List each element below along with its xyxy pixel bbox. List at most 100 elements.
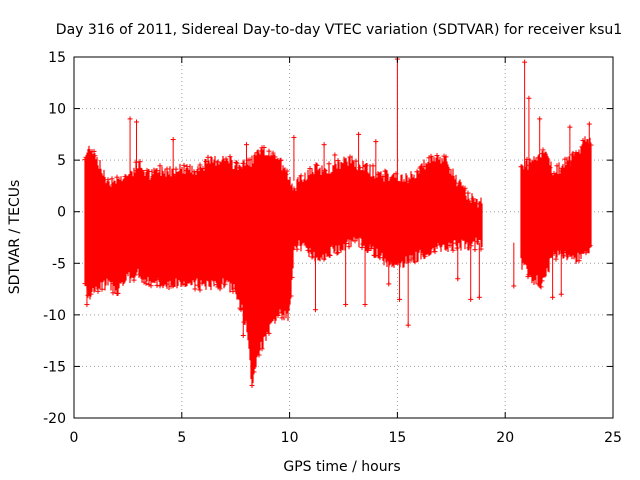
data-point (217, 286, 223, 292)
x-tick-label: 20 (496, 430, 514, 446)
data-point (240, 160, 246, 166)
data-point (261, 144, 267, 150)
outlier-point (468, 296, 474, 302)
data-point (335, 249, 341, 255)
data-point (233, 159, 239, 165)
data-point (222, 281, 228, 287)
data-point (143, 280, 149, 286)
outlier-point (84, 302, 90, 308)
data-point (197, 287, 203, 293)
data-point (115, 290, 121, 296)
outlier-point (511, 283, 517, 289)
data-point (91, 148, 97, 154)
data-point (146, 168, 152, 174)
data-point (346, 244, 352, 250)
data-point (234, 160, 240, 166)
data-point (259, 346, 265, 352)
data-point (157, 163, 163, 169)
x-axis-label: GPS time / hours (283, 459, 400, 475)
data-point (335, 158, 341, 164)
data-point (434, 153, 440, 159)
data-point (227, 154, 233, 160)
data-point (428, 153, 434, 159)
data-point (266, 148, 272, 154)
outlier-point (127, 116, 133, 122)
data-point (237, 165, 243, 171)
data-point (322, 168, 328, 174)
data-point (270, 150, 276, 156)
data-point (305, 247, 311, 253)
outlier-point (567, 124, 573, 130)
data-point (418, 164, 424, 170)
data-point (414, 169, 420, 175)
data-point (443, 154, 449, 160)
outlier-point (312, 307, 318, 313)
data-point (131, 277, 137, 283)
data-point (154, 168, 160, 174)
data-point (173, 166, 179, 172)
outlier-point (321, 142, 327, 148)
data-marks (82, 56, 594, 388)
outlier-point (291, 134, 297, 140)
data-point (184, 164, 190, 170)
data-point (181, 162, 187, 168)
data-point (372, 253, 378, 259)
data-point (314, 162, 320, 168)
data-point (164, 166, 170, 172)
data-point (192, 286, 198, 292)
outlier-point (240, 332, 246, 338)
y-tick-label: 5 (57, 153, 66, 169)
data-point (462, 185, 468, 191)
data-point (363, 163, 369, 169)
data-point (95, 288, 101, 294)
outlier-point (405, 322, 411, 328)
data-point (92, 153, 98, 159)
y-tick-label: -10 (43, 308, 66, 324)
data-point (299, 240, 305, 246)
outlier-point (362, 302, 368, 308)
data-point (539, 278, 545, 284)
data-point (553, 256, 559, 262)
data-point (241, 319, 247, 325)
data-point (353, 158, 359, 164)
x-tick-label: 25 (604, 430, 622, 446)
data-point (272, 154, 278, 160)
outlier-point (476, 294, 482, 300)
x-tick-label: 15 (388, 430, 406, 446)
data-point (446, 166, 452, 172)
data-point (291, 186, 297, 192)
outlier-point (586, 121, 592, 127)
data-point (576, 258, 582, 264)
data-point (298, 173, 304, 179)
data-point (327, 253, 333, 259)
data-point (163, 281, 169, 287)
data-point (205, 154, 211, 160)
data-point (422, 253, 428, 259)
outlier-point (558, 291, 564, 297)
data-point (470, 196, 476, 202)
data-point (148, 283, 154, 289)
y-tick-label: 15 (48, 50, 66, 66)
data-point (326, 252, 332, 258)
data-point (157, 283, 163, 289)
data-point (223, 156, 229, 162)
outlier-point (134, 119, 140, 125)
outlier-point (526, 95, 532, 101)
outlier-point (373, 139, 379, 145)
data-point (197, 162, 203, 168)
data-point (105, 177, 111, 183)
data-point (365, 247, 371, 253)
chart-title: Day 316 of 2011, Sidereal Day-to-day VTE… (56, 22, 622, 38)
data-point (288, 293, 294, 299)
data-point (275, 313, 281, 319)
data-point (278, 157, 284, 163)
data-point (326, 161, 332, 167)
data-point (587, 243, 593, 249)
data-point (321, 256, 327, 262)
data-point (465, 190, 471, 196)
outlier-point (170, 137, 176, 143)
data-point (132, 272, 138, 278)
data-point (547, 165, 553, 171)
data-point (284, 168, 290, 174)
y-tick-label: -5 (52, 256, 66, 272)
